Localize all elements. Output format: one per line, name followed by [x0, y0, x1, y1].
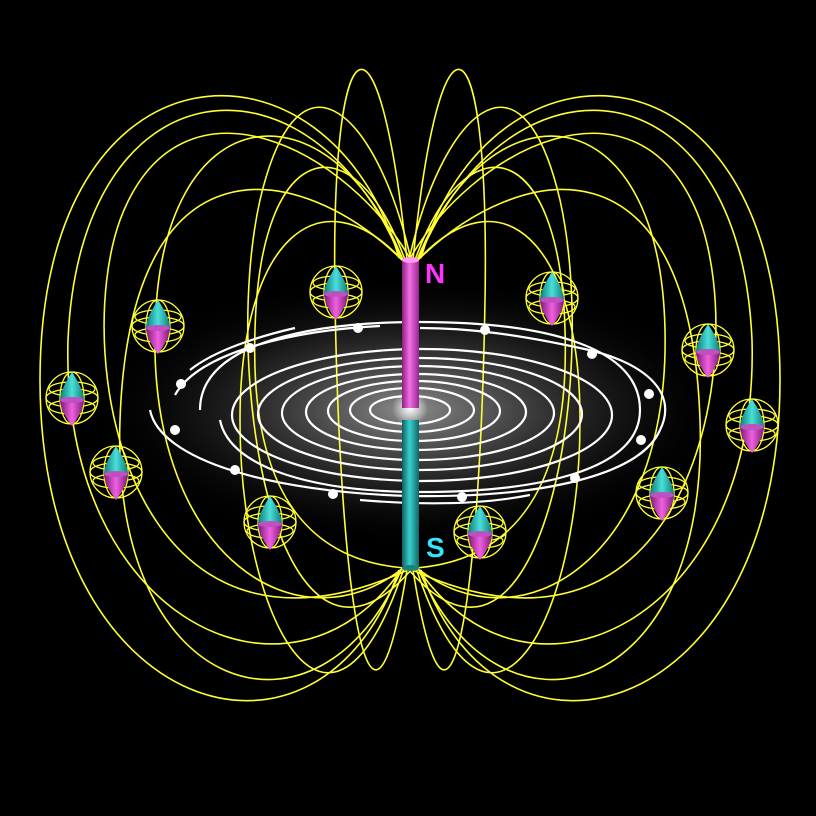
arrow-dot-icon — [230, 465, 240, 475]
arrow-dot-icon — [176, 379, 186, 389]
north-label: N — [425, 258, 445, 289]
arrow-dots — [170, 323, 654, 502]
south-label: S — [426, 532, 445, 563]
arrow-dot-icon — [170, 425, 180, 435]
arrow-dot-icon — [328, 489, 338, 499]
field-lines — [39, 68, 781, 702]
arrow-dot-icon — [570, 473, 580, 483]
arrow-dot-icon — [644, 389, 654, 399]
arrow-dot-icon — [457, 492, 467, 502]
arrow-dot-icon — [353, 323, 363, 333]
arrow-dot-icon — [636, 435, 646, 445]
arrow-dot-icon — [245, 343, 255, 353]
north-pole — [402, 260, 419, 408]
south-pole — [402, 420, 419, 568]
arrow-dot-icon — [587, 349, 597, 359]
magnet-bar — [402, 257, 419, 571]
arrow-dot-icon — [480, 325, 490, 335]
